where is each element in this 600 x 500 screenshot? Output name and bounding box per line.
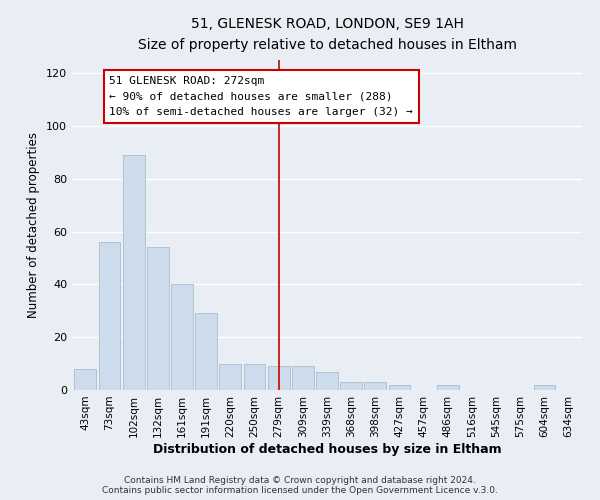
Bar xyxy=(389,384,410,390)
Bar xyxy=(437,384,459,390)
Bar xyxy=(220,364,241,390)
Text: Contains HM Land Registry data © Crown copyright and database right 2024.
Contai: Contains HM Land Registry data © Crown c… xyxy=(102,476,498,495)
Bar xyxy=(195,314,217,390)
Bar xyxy=(316,372,338,390)
Bar xyxy=(340,382,362,390)
Bar xyxy=(533,384,556,390)
Bar xyxy=(364,382,386,390)
Bar xyxy=(171,284,193,390)
Text: 51 GLENESK ROAD: 272sqm
← 90% of detached houses are smaller (288)
10% of semi-d: 51 GLENESK ROAD: 272sqm ← 90% of detache… xyxy=(109,76,413,117)
Bar xyxy=(268,366,290,390)
Title: 51, GLENESK ROAD, LONDON, SE9 1AH
Size of property relative to detached houses i: 51, GLENESK ROAD, LONDON, SE9 1AH Size o… xyxy=(137,18,517,52)
Bar xyxy=(292,366,314,390)
Y-axis label: Number of detached properties: Number of detached properties xyxy=(28,132,40,318)
X-axis label: Distribution of detached houses by size in Eltham: Distribution of detached houses by size … xyxy=(152,442,502,456)
Bar xyxy=(98,242,121,390)
Bar xyxy=(74,369,96,390)
Bar xyxy=(244,364,265,390)
Bar xyxy=(147,248,169,390)
Bar xyxy=(123,155,145,390)
